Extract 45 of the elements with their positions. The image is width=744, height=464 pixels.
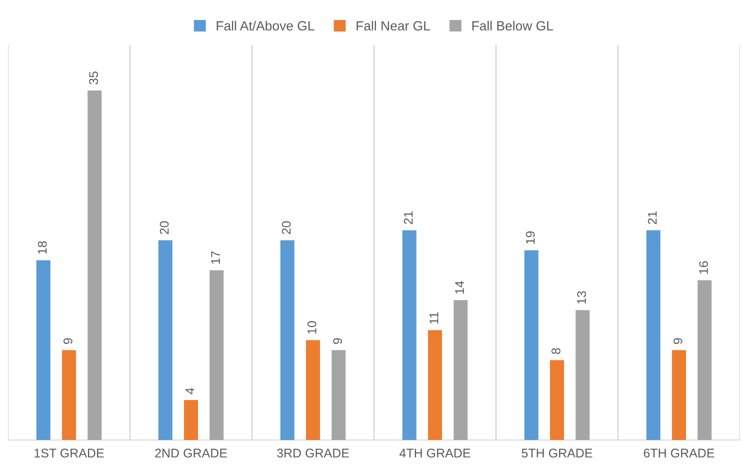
x-tick-label: 6TH GRADE	[644, 448, 714, 458]
bar	[184, 400, 198, 440]
bar	[550, 360, 564, 440]
legend-label: Fall Near GL	[356, 20, 430, 31]
bar	[210, 270, 224, 440]
data-label: 10	[308, 321, 316, 334]
bar	[576, 310, 590, 440]
data-label: 21	[648, 211, 657, 224]
data-label: 8	[552, 348, 560, 354]
x-tick-label: 5TH GRADE	[522, 448, 592, 458]
data-label: 9	[64, 338, 72, 344]
data-label: 18	[38, 241, 47, 254]
bar	[646, 230, 660, 440]
bar	[306, 340, 320, 440]
data-label: 21	[404, 211, 413, 224]
x-tick-label: 1ST GRADE	[34, 448, 104, 458]
bar	[62, 350, 76, 440]
bar	[88, 90, 102, 440]
bar	[428, 330, 442, 440]
bar	[698, 280, 712, 440]
bar	[524, 250, 538, 440]
data-label: 14	[455, 281, 464, 294]
data-label: 20	[160, 221, 169, 234]
bar	[402, 230, 416, 440]
data-label: 35	[89, 72, 98, 84]
data-label: 9	[674, 338, 682, 344]
data-label: 9	[333, 338, 342, 344]
legend-label: Fall Below GL	[472, 20, 553, 31]
x-tick-label: 2ND GRADE	[155, 448, 227, 458]
x-tick-label: 3RD GRADE	[277, 448, 349, 458]
data-label: 17	[211, 251, 220, 264]
data-label: 11	[430, 312, 438, 324]
bar	[672, 350, 686, 440]
legend-label: Fall At/Above GL	[216, 20, 314, 31]
data-label: 20	[282, 221, 291, 234]
data-label: 16	[699, 261, 708, 274]
data-label: 19	[526, 231, 535, 244]
bar	[280, 240, 294, 440]
bar	[158, 240, 172, 440]
bar	[36, 260, 50, 440]
data-label: 4	[186, 388, 194, 394]
bar	[332, 350, 346, 440]
x-tick-label: 4TH GRADE	[400, 448, 470, 458]
data-label: 13	[577, 291, 586, 304]
bar	[454, 300, 468, 440]
